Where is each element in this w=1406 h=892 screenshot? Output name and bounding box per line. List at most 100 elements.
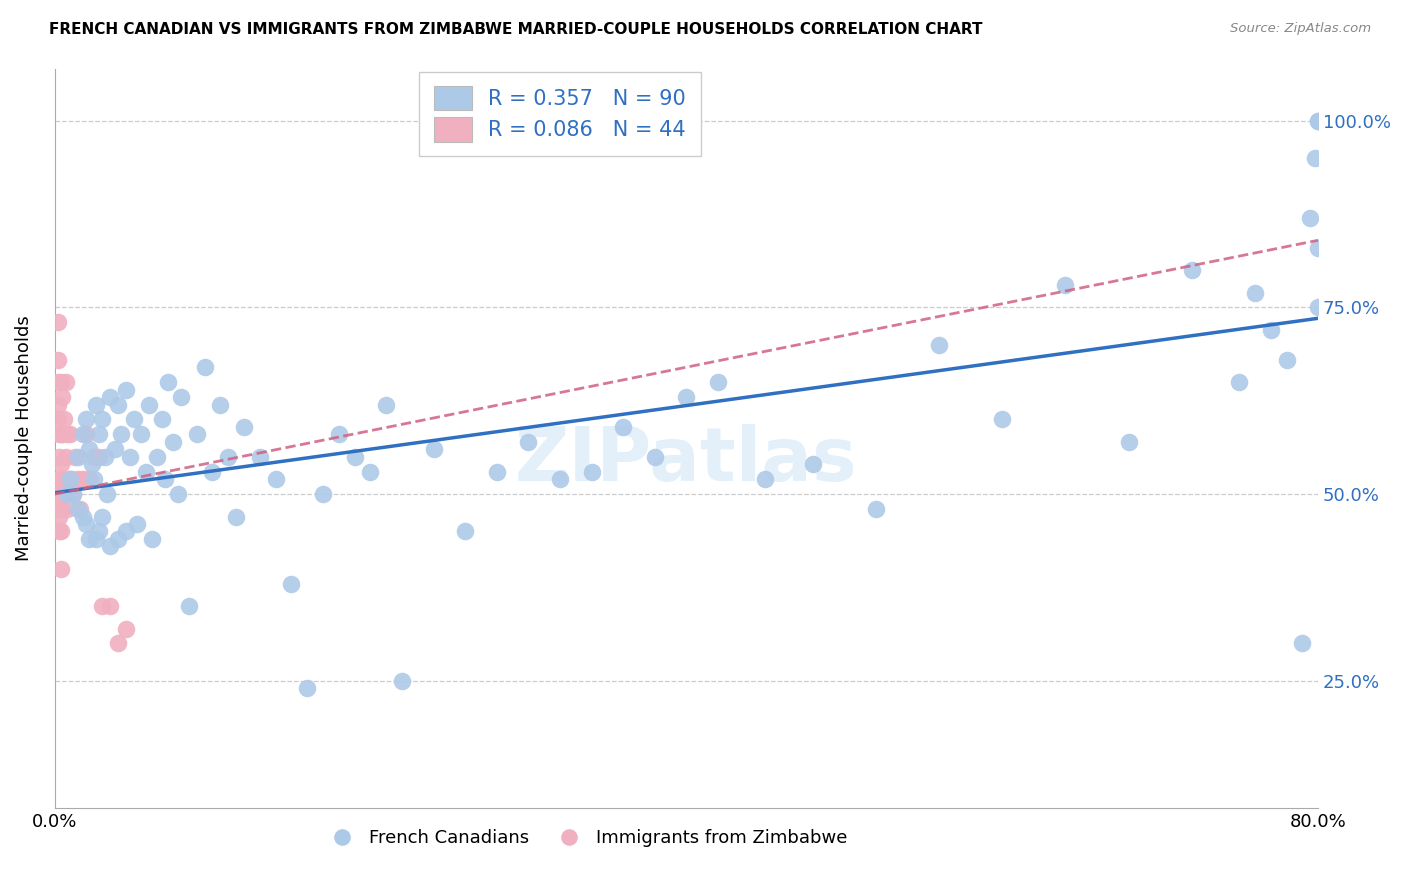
Immigrants from Zimbabwe [75, 427, 97, 442]
Immigrants from Zimbabwe [46, 412, 69, 426]
French Canadians [153, 472, 176, 486]
Immigrants from Zimbabwe [69, 502, 91, 516]
Immigrants from Zimbabwe [49, 487, 72, 501]
French Canadians [581, 465, 603, 479]
French Canadians [114, 524, 136, 539]
French Canadians [1275, 352, 1298, 367]
French Canadians [928, 338, 950, 352]
French Canadians [233, 420, 256, 434]
French Canadians [84, 532, 107, 546]
French Canadians [72, 509, 94, 524]
French Canadians [77, 442, 100, 457]
French Canadians [98, 540, 121, 554]
French Canadians [391, 673, 413, 688]
Immigrants from Zimbabwe [55, 375, 77, 389]
Immigrants from Zimbabwe [56, 427, 79, 442]
French Canadians [56, 487, 79, 501]
Immigrants from Zimbabwe [46, 375, 69, 389]
French Canadians [280, 576, 302, 591]
Immigrants from Zimbabwe [114, 622, 136, 636]
French Canadians [328, 427, 350, 442]
French Canadians [1299, 211, 1322, 225]
French Canadians [170, 390, 193, 404]
Immigrants from Zimbabwe [48, 427, 70, 442]
French Canadians [264, 472, 287, 486]
French Canadians [707, 375, 730, 389]
Immigrants from Zimbabwe [48, 450, 70, 464]
Immigrants from Zimbabwe [62, 487, 84, 501]
French Canadians [1291, 636, 1313, 650]
Immigrants from Zimbabwe [46, 315, 69, 329]
French Canadians [675, 390, 697, 404]
French Canadians [249, 450, 271, 464]
French Canadians [1118, 434, 1140, 449]
French Canadians [644, 450, 666, 464]
French Canadians [150, 412, 173, 426]
Immigrants from Zimbabwe [51, 472, 73, 486]
French Canadians [1308, 301, 1330, 315]
French Canadians [146, 450, 169, 464]
Immigrants from Zimbabwe [49, 427, 72, 442]
Immigrants from Zimbabwe [56, 502, 79, 516]
French Canadians [186, 427, 208, 442]
Immigrants from Zimbabwe [48, 502, 70, 516]
Immigrants from Zimbabwe [48, 487, 70, 501]
Immigrants from Zimbabwe [55, 450, 77, 464]
French Canadians [84, 398, 107, 412]
Immigrants from Zimbabwe [46, 352, 69, 367]
Immigrants from Zimbabwe [58, 472, 80, 486]
French Canadians [83, 472, 105, 486]
French Canadians [209, 398, 232, 412]
French Canadians [103, 442, 125, 457]
Immigrants from Zimbabwe [49, 562, 72, 576]
French Canadians [131, 427, 153, 442]
French Canadians [107, 532, 129, 546]
French Canadians [1181, 263, 1204, 277]
Immigrants from Zimbabwe [67, 472, 90, 486]
French Canadians [801, 457, 824, 471]
French Canadians [194, 360, 217, 375]
French Canadians [138, 398, 160, 412]
French Canadians [82, 457, 104, 471]
French Canadians [1227, 375, 1250, 389]
French Canadians [865, 502, 887, 516]
French Canadians [157, 375, 180, 389]
French Canadians [96, 487, 118, 501]
French Canadians [62, 487, 84, 501]
Immigrants from Zimbabwe [48, 524, 70, 539]
French Canadians [201, 465, 224, 479]
French Canadians [75, 412, 97, 426]
French Canadians [548, 472, 571, 486]
French Canadians [122, 412, 145, 426]
Immigrants from Zimbabwe [63, 450, 86, 464]
French Canadians [67, 450, 90, 464]
French Canadians [59, 472, 82, 486]
French Canadians [1260, 323, 1282, 337]
French Canadians [162, 434, 184, 449]
Immigrants from Zimbabwe [49, 375, 72, 389]
French Canadians [422, 442, 444, 457]
French Canadians [1308, 113, 1330, 128]
Y-axis label: Married-couple Households: Married-couple Households [15, 315, 32, 561]
French Canadians [375, 398, 398, 412]
French Canadians [1308, 113, 1330, 128]
French Canadians [454, 524, 477, 539]
French Canadians [120, 450, 142, 464]
French Canadians [217, 450, 239, 464]
French Canadians [107, 398, 129, 412]
French Canadians [87, 524, 110, 539]
Immigrants from Zimbabwe [51, 502, 73, 516]
Immigrants from Zimbabwe [51, 427, 73, 442]
Immigrants from Zimbabwe [87, 450, 110, 464]
French Canadians [125, 516, 148, 531]
Immigrants from Zimbabwe [107, 636, 129, 650]
French Canadians [72, 427, 94, 442]
French Canadians [67, 502, 90, 516]
French Canadians [359, 465, 381, 479]
French Canadians [114, 383, 136, 397]
Immigrants from Zimbabwe [59, 427, 82, 442]
French Canadians [1308, 241, 1330, 255]
French Canadians [1303, 151, 1326, 165]
Immigrants from Zimbabwe [83, 450, 105, 464]
French Canadians [343, 450, 366, 464]
